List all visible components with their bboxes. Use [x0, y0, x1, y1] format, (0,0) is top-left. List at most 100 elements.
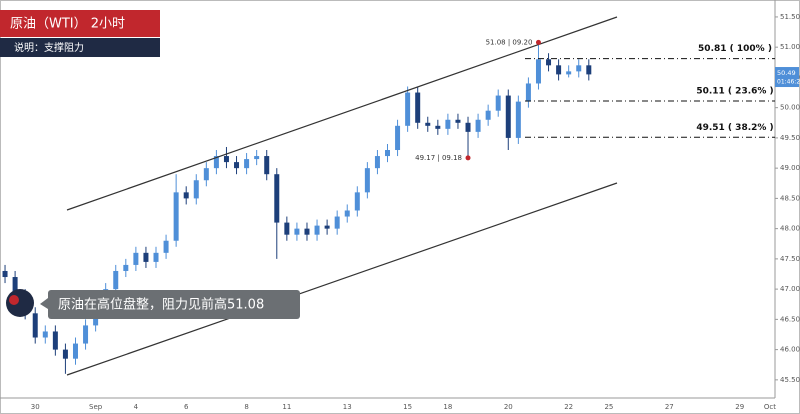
candle-body: [314, 225, 320, 235]
subtitle-box: [0, 38, 160, 57]
candle-body: [546, 59, 552, 66]
candle-body: [505, 95, 511, 138]
candle-body: [485, 110, 491, 120]
comment: 原油在高位盘整，阻力见前高51.08: [58, 297, 264, 313]
candle-body: [223, 156, 229, 163]
candle-body: [395, 125, 401, 151]
candle-body: [586, 65, 592, 75]
candle-body: [213, 156, 219, 169]
candle-body: [475, 119, 481, 132]
y-tick-label: 47.50: [780, 255, 800, 263]
x-tick-label: 4: [134, 403, 139, 411]
candle-body: [364, 168, 370, 193]
candle-body: [304, 228, 310, 235]
marker-label: 51.08 | 09.20: [486, 38, 533, 46]
y-tick-label: 46.00: [780, 346, 800, 354]
candle-body: [435, 125, 441, 129]
x-tick-label: 11: [282, 403, 291, 411]
candle-body: [113, 270, 119, 290]
candle-body: [374, 156, 380, 169]
x-tick-label: 29: [735, 403, 744, 411]
candle-body: [133, 252, 139, 265]
comment-box: [48, 290, 300, 319]
candle-body: [163, 240, 169, 253]
level-label: 50.81 ( 100% ): [698, 44, 772, 54]
x-tick-label: 13: [343, 403, 352, 411]
x-tick-label: 27: [665, 403, 674, 411]
candle-body: [72, 343, 78, 359]
channel-lower: [66, 182, 618, 376]
candle-body: [495, 95, 501, 111]
y-tick-label: 49.50: [780, 134, 800, 142]
candle-body: [183, 192, 189, 199]
candle-body: [244, 159, 250, 169]
y-tick-label: 51.00: [780, 43, 800, 51]
candle-body: [153, 252, 159, 262]
y-tick-label: 48.50: [780, 194, 800, 202]
candle-body: [566, 71, 572, 75]
x-tick-label: 8: [244, 403, 248, 411]
candle-body: [405, 92, 411, 126]
price-tag: [775, 67, 799, 88]
candle-body: [576, 65, 582, 72]
candle-body: [12, 277, 18, 296]
candle-body: [32, 313, 38, 338]
y-tick-label: 49.00: [780, 164, 800, 172]
marker-label: 49.17 | 09.18: [415, 154, 462, 162]
candle-body: [455, 119, 461, 123]
candle-body: [445, 119, 451, 129]
y-tick-label: 50.00: [780, 104, 800, 112]
marker-dot: [465, 155, 471, 161]
candle-body: [52, 331, 58, 350]
candle-body: [294, 228, 300, 235]
candle-body: [556, 65, 562, 75]
candle-body: [2, 270, 8, 278]
price-tag-label: 50.49: [777, 69, 796, 77]
x-tick-label: 18: [443, 403, 452, 411]
avatar-mark: [9, 295, 19, 305]
candle-body: [284, 222, 290, 235]
candle-body: [83, 325, 89, 344]
level-label: 49.51 ( 38.2% ): [696, 123, 773, 133]
y-tick-label: 46.50: [780, 315, 800, 323]
title-box: [0, 10, 160, 37]
candle-body: [535, 59, 541, 84]
subtitle: 说明：支撑阻力: [14, 41, 84, 54]
y-tick-label: 45.50: [780, 376, 800, 384]
x-tick-label: 15: [403, 403, 412, 411]
countdown: 01:46:2: [777, 79, 800, 86]
candle-body: [264, 156, 270, 175]
x-tick-label: Oct: [764, 403, 776, 411]
x-tick-label: Sep: [89, 403, 103, 411]
candle-body: [354, 192, 360, 211]
x-tick-label: 6: [184, 403, 189, 411]
candle-body: [42, 331, 48, 338]
candle-body: [193, 180, 199, 199]
candle-body: [254, 156, 260, 160]
x-tick-label: 22: [564, 403, 573, 411]
candle-body: [525, 83, 531, 102]
candle-body: [465, 122, 471, 132]
comment-pointer: [40, 298, 48, 309]
y-tick-label: 47.00: [780, 285, 800, 293]
candle-body: [62, 349, 68, 359]
candle-body: [143, 252, 149, 262]
candle-body: [324, 225, 330, 229]
x-tick-label: 25: [604, 403, 613, 411]
x-tick-label: 30: [31, 403, 40, 411]
channel-upper: [66, 16, 618, 211]
candle-body: [173, 192, 179, 241]
marker-dot: [535, 39, 541, 45]
x-tick-label: 20: [504, 403, 513, 411]
level-label: 50.11 ( 23.6% ): [696, 87, 773, 97]
y-tick-label: 51.50: [780, 13, 800, 21]
candle-body: [415, 92, 421, 123]
candle-body: [123, 264, 129, 271]
candle-body: [274, 174, 280, 223]
candle-body: [515, 101, 521, 138]
title: 原油（WTI） 2小时: [10, 17, 125, 32]
candle-body: [334, 216, 340, 229]
candle-body: [385, 150, 390, 157]
